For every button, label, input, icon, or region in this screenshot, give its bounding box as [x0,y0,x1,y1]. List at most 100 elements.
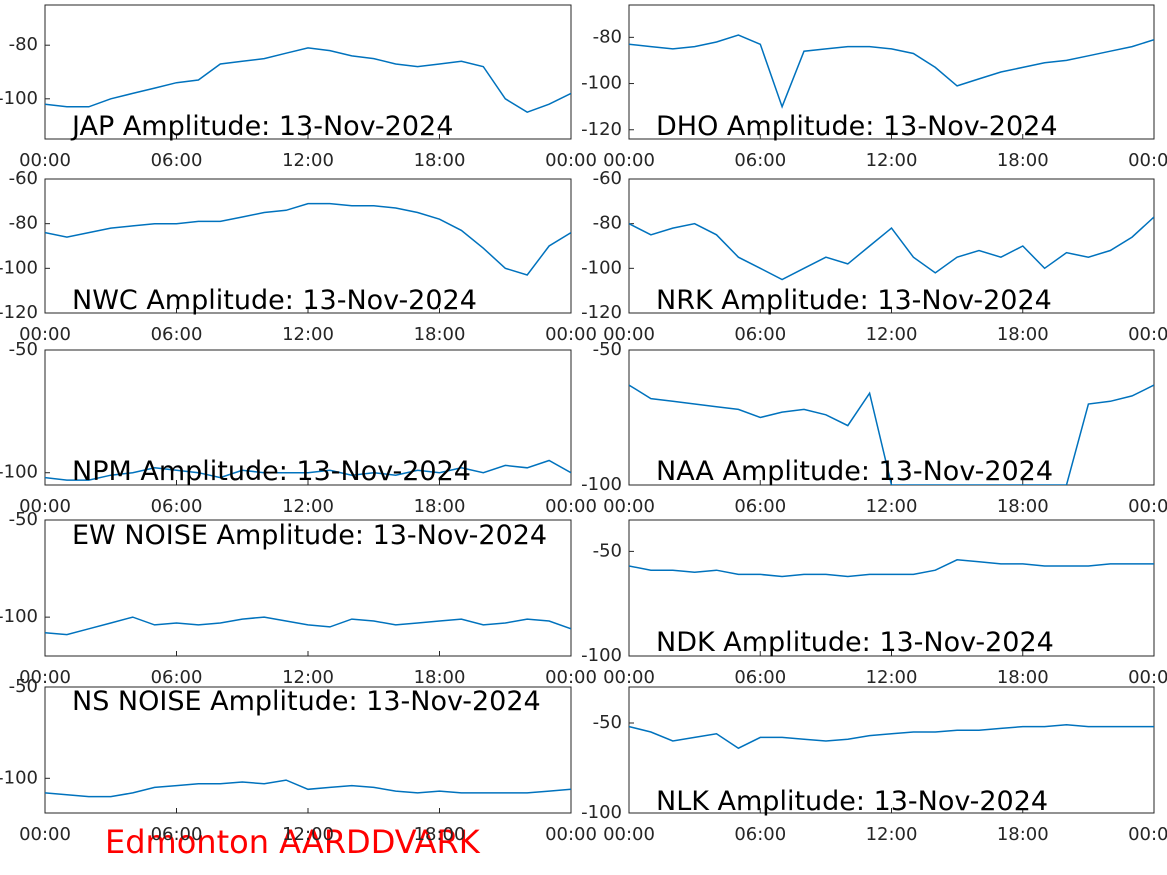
x-tick-label: 12:00 [282,667,334,688]
x-tick-label: 00:00 [19,150,71,171]
signal-line [45,616,571,636]
y-tick-label: -120 [0,302,38,323]
signal-line [629,384,1154,485]
y-tick-label: -50 [593,339,622,360]
y-tick-label: -60 [593,168,622,189]
signal-line [629,216,1154,281]
x-tick-label: 00:00 [545,324,597,345]
y-tick-label: -50 [9,509,38,530]
x-tick-label: 18:00 [414,496,466,517]
x-tick-label: 00:00 [1128,150,1167,171]
x-tick-label: 18:00 [414,150,466,171]
y-tick-label: -50 [593,540,622,561]
x-tick-label: 18:00 [997,150,1049,171]
y-tick-label: -100 [581,645,622,666]
x-tick-label: 00:00 [545,496,597,517]
panel [44,349,572,486]
x-tick-label: 18:00 [997,824,1049,845]
x-tick-label: 00:00 [603,824,655,845]
y-tick-label: -50 [9,339,38,360]
x-tick-label: 12:00 [282,324,334,345]
panel-title: NAA Amplitude: 13-Nov-2024 [656,456,1053,487]
y-tick-label: -60 [9,168,38,189]
x-tick-label: 00:00 [1128,824,1167,845]
panel-title: DHO Amplitude: 13-Nov-2024 [656,111,1058,142]
x-tick-label: 00:00 [603,324,655,345]
x-tick-label: 06:00 [151,324,203,345]
signal-line [45,459,571,481]
signal-line [629,724,1154,750]
x-tick-label: 00:00 [545,667,597,688]
panel [628,4,1155,140]
x-tick-label: 18:00 [414,324,466,345]
x-tick-label: 00:00 [603,150,655,171]
x-tick-label: 06:00 [151,150,203,171]
x-tick-label: 12:00 [282,824,334,845]
x-tick-label: 12:00 [866,496,918,517]
panel [44,519,572,657]
y-tick-label: -100 [581,73,622,94]
y-tick-label: -100 [0,462,38,483]
y-tick-label: -80 [593,213,622,234]
x-tick-label: 00:00 [603,667,655,688]
y-tick-label: -120 [581,302,622,323]
x-tick-label: 12:00 [866,824,918,845]
panel-title: EW NOISE Amplitude: 13-Nov-2024 [72,520,547,551]
x-tick-label: 12:00 [866,324,918,345]
panel [44,686,572,814]
x-tick-label: 18:00 [414,824,466,845]
x-tick-label: 18:00 [997,496,1049,517]
panel-title: NLK Amplitude: 13-Nov-2024 [656,786,1048,817]
y-tick-label: -100 [0,606,38,627]
panel [44,178,572,314]
x-tick-label: 18:00 [414,667,466,688]
y-tick-label: -80 [9,34,38,55]
x-tick-label: 12:00 [866,150,918,171]
x-tick-label: 18:00 [997,667,1049,688]
y-tick-label: -100 [0,767,38,788]
x-tick-label: 18:00 [997,324,1049,345]
x-tick-label: 00:00 [19,667,71,688]
x-tick-label: 06:00 [151,496,203,517]
x-tick-label: 00:00 [545,150,597,171]
x-tick-label: 00:00 [19,824,71,845]
signal-line [45,47,571,114]
signal-line [45,202,571,276]
panel-title: NDK Amplitude: 13-Nov-2024 [656,627,1054,658]
panel-title: NS NOISE Amplitude: 13-Nov-2024 [72,686,541,717]
x-tick-label: 00:00 [19,324,71,345]
x-tick-label: 06:00 [734,150,786,171]
y-tick-label: -100 [581,474,622,495]
x-tick-label: 00:00 [545,824,597,845]
x-tick-label: 06:00 [734,496,786,517]
y-tick-label: -80 [593,26,622,47]
panel-title: NWC Amplitude: 13-Nov-2024 [72,285,477,316]
y-tick-label: -50 [593,712,622,733]
panel-title: NPM Amplitude: 13-Nov-2024 [72,456,471,487]
x-tick-label: 00:00 [1128,324,1167,345]
x-tick-label: 00:00 [1128,496,1167,517]
signal-line [45,779,571,798]
panel-title: NRK Amplitude: 13-Nov-2024 [656,285,1052,316]
y-tick-label: -100 [0,257,38,278]
panel [628,519,1155,657]
panel [44,4,572,140]
y-tick-label: -100 [0,88,38,109]
x-tick-label: 12:00 [866,667,918,688]
x-tick-label: 00:00 [1128,667,1167,688]
y-tick-label: -100 [581,802,622,823]
x-tick-label: 12:00 [282,496,334,517]
x-tick-label: 06:00 [151,824,203,845]
y-tick-label: -80 [9,213,38,234]
signal-line [629,559,1154,578]
x-tick-label: 06:00 [734,324,786,345]
x-tick-label: 06:00 [734,667,786,688]
panel [628,349,1155,486]
x-tick-label: 06:00 [151,667,203,688]
signal-line [629,34,1154,109]
x-tick-label: 00:00 [603,496,655,517]
footer: Edmonton AARDDVARK [105,823,481,861]
y-tick-label: -100 [581,257,622,278]
panel-title: JAP Amplitude: 13-Nov-2024 [70,111,453,142]
